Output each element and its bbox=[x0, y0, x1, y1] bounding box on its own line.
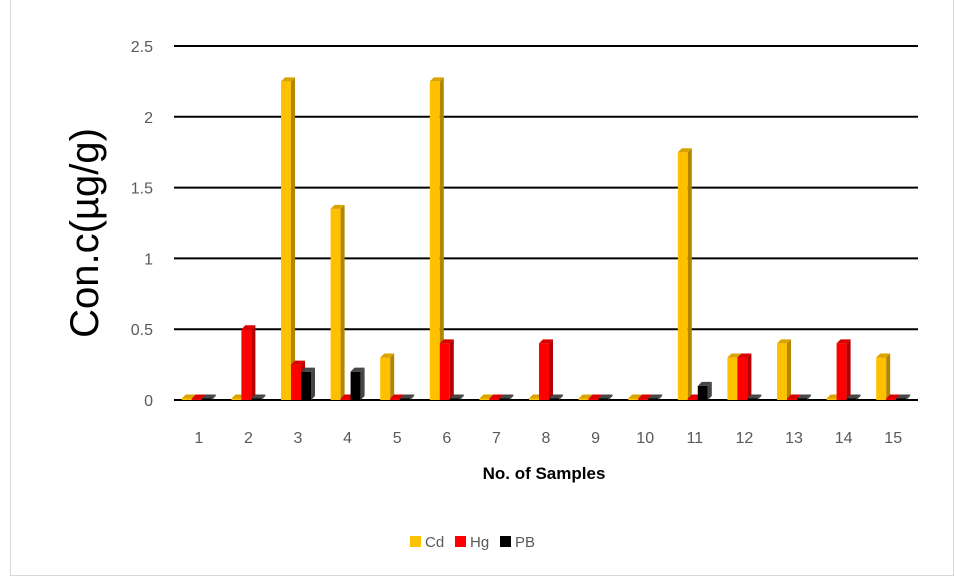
bar bbox=[539, 339, 553, 400]
bar bbox=[241, 325, 256, 400]
x-tick-label: 6 bbox=[442, 430, 451, 447]
legend-item: PB bbox=[500, 534, 535, 551]
x-axis-label: No. of Samples bbox=[483, 464, 606, 483]
x-tick-label: 3 bbox=[294, 430, 303, 447]
bar bbox=[697, 381, 712, 400]
x-tick-label: 14 bbox=[835, 430, 853, 447]
legend-label: Cd bbox=[425, 534, 444, 551]
bar bbox=[737, 353, 752, 400]
x-tick-label: 11 bbox=[686, 430, 703, 447]
y-tick-label: 0 bbox=[144, 393, 153, 410]
bar bbox=[876, 353, 891, 400]
y-tick-label: 2.5 bbox=[131, 39, 153, 56]
legend-swatch bbox=[410, 536, 421, 547]
bar bbox=[499, 394, 514, 400]
y-tick-labels: 0 0.5 1 1.5 2 2.5 bbox=[131, 39, 153, 410]
bar bbox=[439, 339, 454, 400]
bar bbox=[449, 394, 464, 400]
bar bbox=[429, 77, 444, 401]
bar bbox=[836, 339, 851, 400]
y-tick-label: 1.5 bbox=[131, 181, 153, 198]
x-tick-label: 15 bbox=[884, 430, 902, 447]
legend-item: Hg bbox=[455, 534, 489, 551]
x-tick-label: 5 bbox=[393, 430, 402, 447]
bar bbox=[380, 353, 395, 400]
legend-label: PB bbox=[515, 534, 535, 551]
bar bbox=[251, 394, 266, 400]
bar bbox=[330, 204, 345, 400]
x-tick-label: 8 bbox=[542, 430, 551, 447]
bar bbox=[747, 394, 762, 400]
x-tick-label: 9 bbox=[591, 430, 600, 447]
x-tick-label: 10 bbox=[636, 430, 654, 447]
legend-label: Hg bbox=[470, 534, 489, 551]
legend-swatch bbox=[500, 536, 511, 547]
bar bbox=[301, 367, 315, 400]
y-tick-label: 2 bbox=[144, 110, 153, 127]
bar bbox=[896, 394, 911, 400]
bar bbox=[797, 394, 811, 400]
legend-item: Cd bbox=[410, 534, 444, 551]
bar bbox=[777, 339, 791, 400]
y-axis-label: Con.c(µg/g) bbox=[63, 128, 107, 338]
bar bbox=[598, 394, 613, 400]
x-tick-label: 7 bbox=[492, 430, 501, 447]
y-tick-label: 1 bbox=[144, 251, 153, 268]
bar bbox=[281, 77, 295, 401]
x-tick-label: 4 bbox=[343, 430, 352, 447]
bar bbox=[400, 394, 415, 400]
x-tick-label: 12 bbox=[736, 430, 754, 447]
y-tick-label: 0.5 bbox=[131, 322, 153, 339]
bar bbox=[201, 394, 216, 400]
chart-area bbox=[10, 0, 954, 576]
x-tick-label: 2 bbox=[244, 430, 253, 447]
x-tick-labels: 1 2 3 4 5 6 7 8 9 10 11 12 13 14 15 bbox=[194, 430, 902, 447]
x-tick-label: 13 bbox=[785, 430, 803, 447]
bar bbox=[677, 148, 692, 400]
legend: Cd Hg PB bbox=[410, 534, 535, 551]
bar bbox=[350, 367, 365, 400]
x-tick-label: 1 bbox=[194, 430, 203, 447]
bar bbox=[549, 394, 563, 400]
bar bbox=[846, 394, 861, 400]
bars bbox=[181, 77, 911, 401]
bar bbox=[648, 394, 663, 400]
legend-swatch bbox=[455, 536, 466, 547]
